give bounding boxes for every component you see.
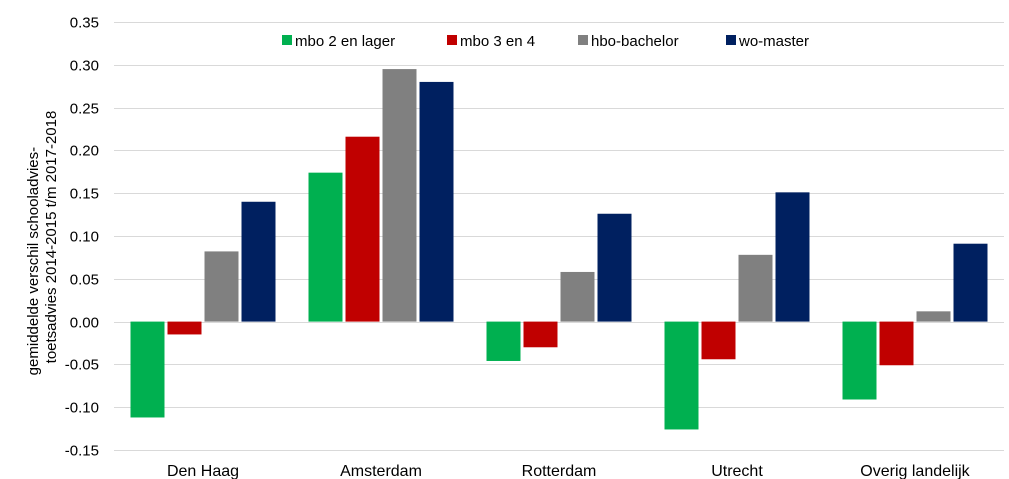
bar <box>523 321 558 348</box>
bar <box>953 243 988 322</box>
legend-label: wo-master <box>738 33 809 50</box>
x-category-label: Overig landelijk <box>860 463 970 479</box>
legend-label: mbo 2 en lager <box>295 33 395 50</box>
y-tick-label: 0.35 <box>70 15 99 32</box>
y-tick-label: 0.05 <box>70 272 99 289</box>
bar <box>775 192 810 322</box>
x-category-label: Den Haag <box>167 463 239 479</box>
bar <box>879 321 914 366</box>
y-tick-label: 0.20 <box>70 143 99 160</box>
bar <box>701 321 736 360</box>
bar <box>345 136 380 322</box>
bar <box>560 271 595 322</box>
x-axis-categories: Den Haag Amsterdam Rotterdam Utrecht Overig … <box>167 463 971 479</box>
y-tick-label: -0.15 <box>65 443 99 460</box>
legend-swatch <box>447 35 457 45</box>
bars <box>130 69 988 430</box>
y-tick-label: -0.10 <box>65 400 99 417</box>
y-tick-label: 0.15 <box>70 186 99 203</box>
y-axis-title: gemiddelde verschil schooladvies- toetsa… <box>25 111 60 376</box>
x-category-label: Rotterdam <box>522 463 597 479</box>
y-tick-label: 0.30 <box>70 58 99 75</box>
y-axis-title-line-2: toetsadvies 2014-2015 t/m 2017-2018 <box>43 111 60 364</box>
bar <box>241 201 276 322</box>
legend: mbo 2 en lager mbo 3 en 4 hbo-bachelor wo-m… <box>282 33 809 50</box>
bar <box>916 311 951 322</box>
bar <box>597 213 632 322</box>
bar <box>664 321 699 430</box>
bar <box>486 321 521 361</box>
bar <box>130 321 165 418</box>
bar <box>382 69 417 322</box>
y-tick-label: 0.00 <box>70 315 99 332</box>
bar <box>842 321 877 400</box>
legend-swatch <box>282 35 292 45</box>
y-axis-ticks: -0.15 -0.10 -0.05 0.00 0.05 0.10 0.15 0.20 0.25 0… <box>65 15 99 460</box>
bar <box>419 81 454 322</box>
x-category-label: Amsterdam <box>340 463 422 479</box>
legend-label: mbo 3 en 4 <box>460 33 535 50</box>
bar <box>167 321 202 335</box>
y-axis-title-line-1: gemiddelde verschil schooladvies- <box>25 147 42 375</box>
bar <box>308 172 343 322</box>
legend-swatch <box>726 35 736 45</box>
y-tick-label: 0.25 <box>70 101 99 118</box>
y-tick-label: 0.10 <box>70 229 99 246</box>
bar <box>204 251 239 322</box>
bar <box>738 254 773 322</box>
legend-swatch <box>578 35 588 45</box>
x-category-label: Utrecht <box>711 463 763 479</box>
legend-label: hbo-bachelor <box>591 33 679 50</box>
y-tick-label: -0.05 <box>65 357 99 374</box>
